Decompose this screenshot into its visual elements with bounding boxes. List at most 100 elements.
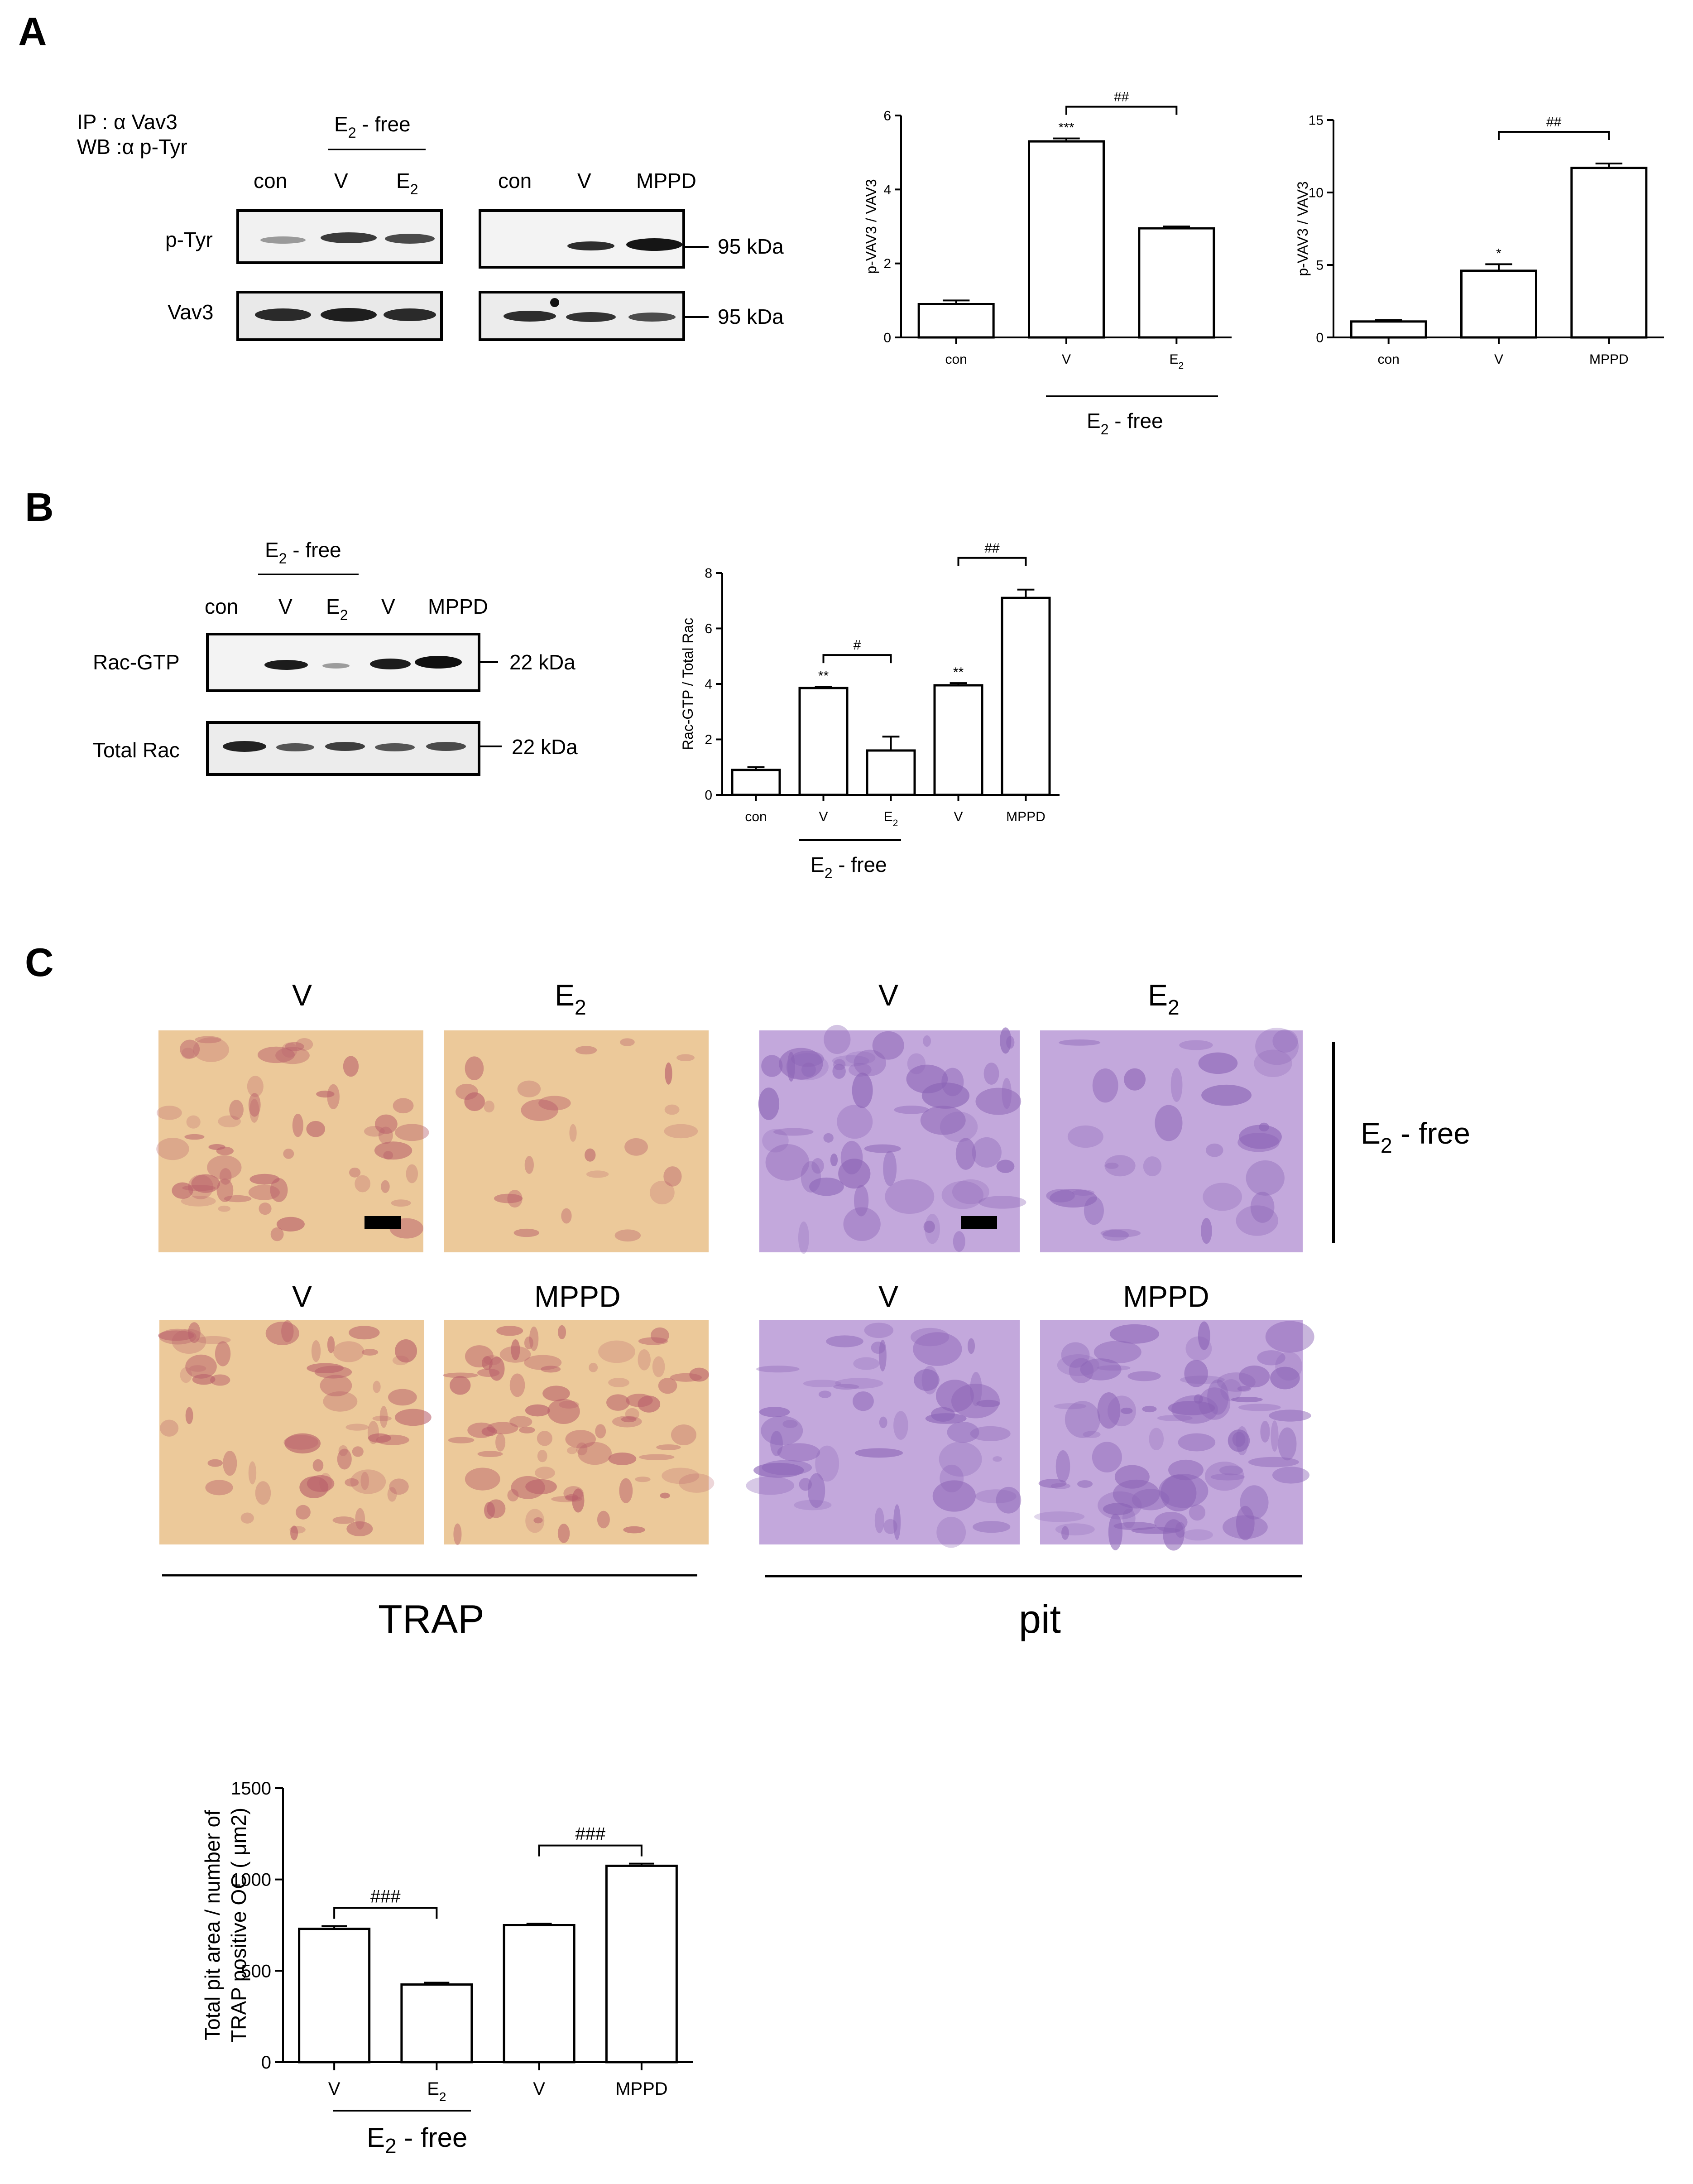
osteoclast-cell	[456, 1083, 478, 1100]
osteoclast-cell	[240, 1512, 254, 1524]
resorption-pit	[826, 1335, 863, 1347]
osteoclast-cell	[374, 1114, 398, 1134]
osteoclast-cell	[597, 1511, 610, 1529]
osteoclast-cell	[285, 1042, 304, 1051]
resorption-pit	[1180, 1376, 1225, 1384]
osteoclast-cell	[255, 1481, 271, 1505]
osteoclast-cell	[257, 1046, 295, 1063]
resorption-pit	[758, 1087, 780, 1120]
band	[628, 313, 676, 322]
osteoclast-cell	[517, 1080, 541, 1097]
osteoclast-cell	[676, 1054, 695, 1062]
osteoclast-cell	[188, 1322, 201, 1343]
osteoclast-cell	[395, 1124, 429, 1141]
resorption-pit	[1204, 1461, 1244, 1491]
row-label-vav3: Vav3	[168, 300, 213, 324]
lane-label-mppd: MPPD	[636, 169, 696, 192]
resorption-pit	[1198, 1321, 1210, 1350]
osteoclast-cell	[281, 1320, 294, 1342]
panel-c-images: V E2 V E2 V MPPD V MPPD E2 - free TRAP p…	[156, 978, 1470, 1641]
micrograph-background	[159, 1320, 424, 1544]
osteoclast-cell	[671, 1424, 696, 1445]
osteoclast-cell	[665, 1062, 672, 1085]
resorption-pit	[864, 1323, 894, 1338]
y-tick-label: 1000	[231, 1870, 271, 1890]
resorption-pit	[1108, 1513, 1122, 1550]
resorption-pit	[843, 1207, 881, 1241]
resorption-pit	[1046, 1189, 1075, 1203]
resorption-pit	[830, 1153, 838, 1167]
osteoclast-cell	[249, 1174, 280, 1185]
resorption-pit	[1050, 1189, 1097, 1208]
osteoclast-cell	[172, 1182, 193, 1199]
osteoclast-cell	[541, 1366, 561, 1373]
pit-label: pit	[1019, 1597, 1061, 1641]
resorption-pit	[913, 1332, 962, 1366]
y-tick-label: 10	[1309, 186, 1324, 201]
bar	[400, 1983, 473, 2064]
resorption-pit	[935, 1380, 974, 1412]
band	[321, 232, 377, 243]
resorption-pit	[840, 1140, 863, 1174]
osteoclast-cell	[181, 1196, 216, 1207]
resorption-pit	[1127, 1371, 1161, 1381]
resorption-pit	[1120, 1407, 1133, 1414]
lane-label-e2-b: E2	[326, 595, 348, 623]
band	[260, 236, 306, 244]
osteoclast-cell	[327, 1336, 335, 1353]
resorption-pit	[983, 1063, 999, 1085]
osteoclast-cell	[383, 1151, 393, 1160]
osteoclast-cell	[160, 1419, 179, 1437]
resorption-pit	[753, 1462, 804, 1478]
resorption-pit	[883, 1150, 897, 1186]
micrograph-background	[759, 1320, 1020, 1544]
resorption-pit	[1092, 1442, 1122, 1472]
osteoclast-cell	[465, 1056, 484, 1080]
osteoclast-cell	[586, 1170, 609, 1178]
osteoclast-cell	[448, 1437, 475, 1443]
osteoclast-cell	[535, 1467, 555, 1479]
resorption-pit	[1155, 1105, 1183, 1141]
row-label-mppd-trap: MPPD	[534, 1280, 621, 1313]
osteoclast-cell	[494, 1193, 523, 1203]
osteoclast-cell	[159, 1328, 197, 1345]
bar	[731, 769, 781, 796]
bar	[917, 303, 995, 339]
osteoclast-cell	[619, 1478, 633, 1503]
y-axis-label: TRAP positive OC ( μm2)	[227, 1808, 250, 2043]
resorption-pit	[853, 1357, 880, 1370]
osteoclast-cell	[307, 1475, 335, 1492]
resorption-pit	[823, 1133, 834, 1143]
resorption-pit	[849, 1063, 872, 1077]
kda-label-ptyr: 95 kDa	[718, 235, 784, 258]
bar	[933, 684, 983, 796]
band	[567, 241, 614, 250]
osteoclast-cell	[624, 1138, 648, 1156]
osteoclast-cell	[557, 1524, 570, 1543]
bar	[1350, 320, 1427, 339]
band	[322, 663, 350, 669]
resorption-pit	[832, 1055, 869, 1067]
x-tick-label: V	[533, 2079, 545, 2099]
osteoclast-cell	[537, 1431, 552, 1446]
resorption-pit	[1201, 1084, 1252, 1106]
significance-bracket	[333, 1907, 438, 1919]
kda-label-racgtp: 22 kDa	[509, 650, 576, 674]
resorption-pit	[794, 1500, 832, 1511]
resorption-pit	[1246, 1160, 1285, 1196]
resorption-pit	[1210, 1473, 1245, 1481]
e2-free-side-label: E2 - free	[1361, 1116, 1470, 1157]
resorption-pit	[872, 1031, 904, 1060]
osteoclast-cell	[575, 1046, 597, 1055]
resorption-pit	[756, 1366, 800, 1373]
resorption-pit	[1114, 1465, 1150, 1489]
lane-label-con-2: con	[498, 169, 532, 192]
resorption-pit	[1149, 1428, 1164, 1451]
osteoclast-cell	[388, 1389, 417, 1406]
osteoclast-cell	[453, 1523, 462, 1545]
resorption-pit	[1157, 1414, 1193, 1421]
y-tick-label: 0	[261, 2053, 271, 2073]
trap-micrograph	[156, 1030, 429, 1252]
resorption-pit	[996, 1486, 1022, 1514]
